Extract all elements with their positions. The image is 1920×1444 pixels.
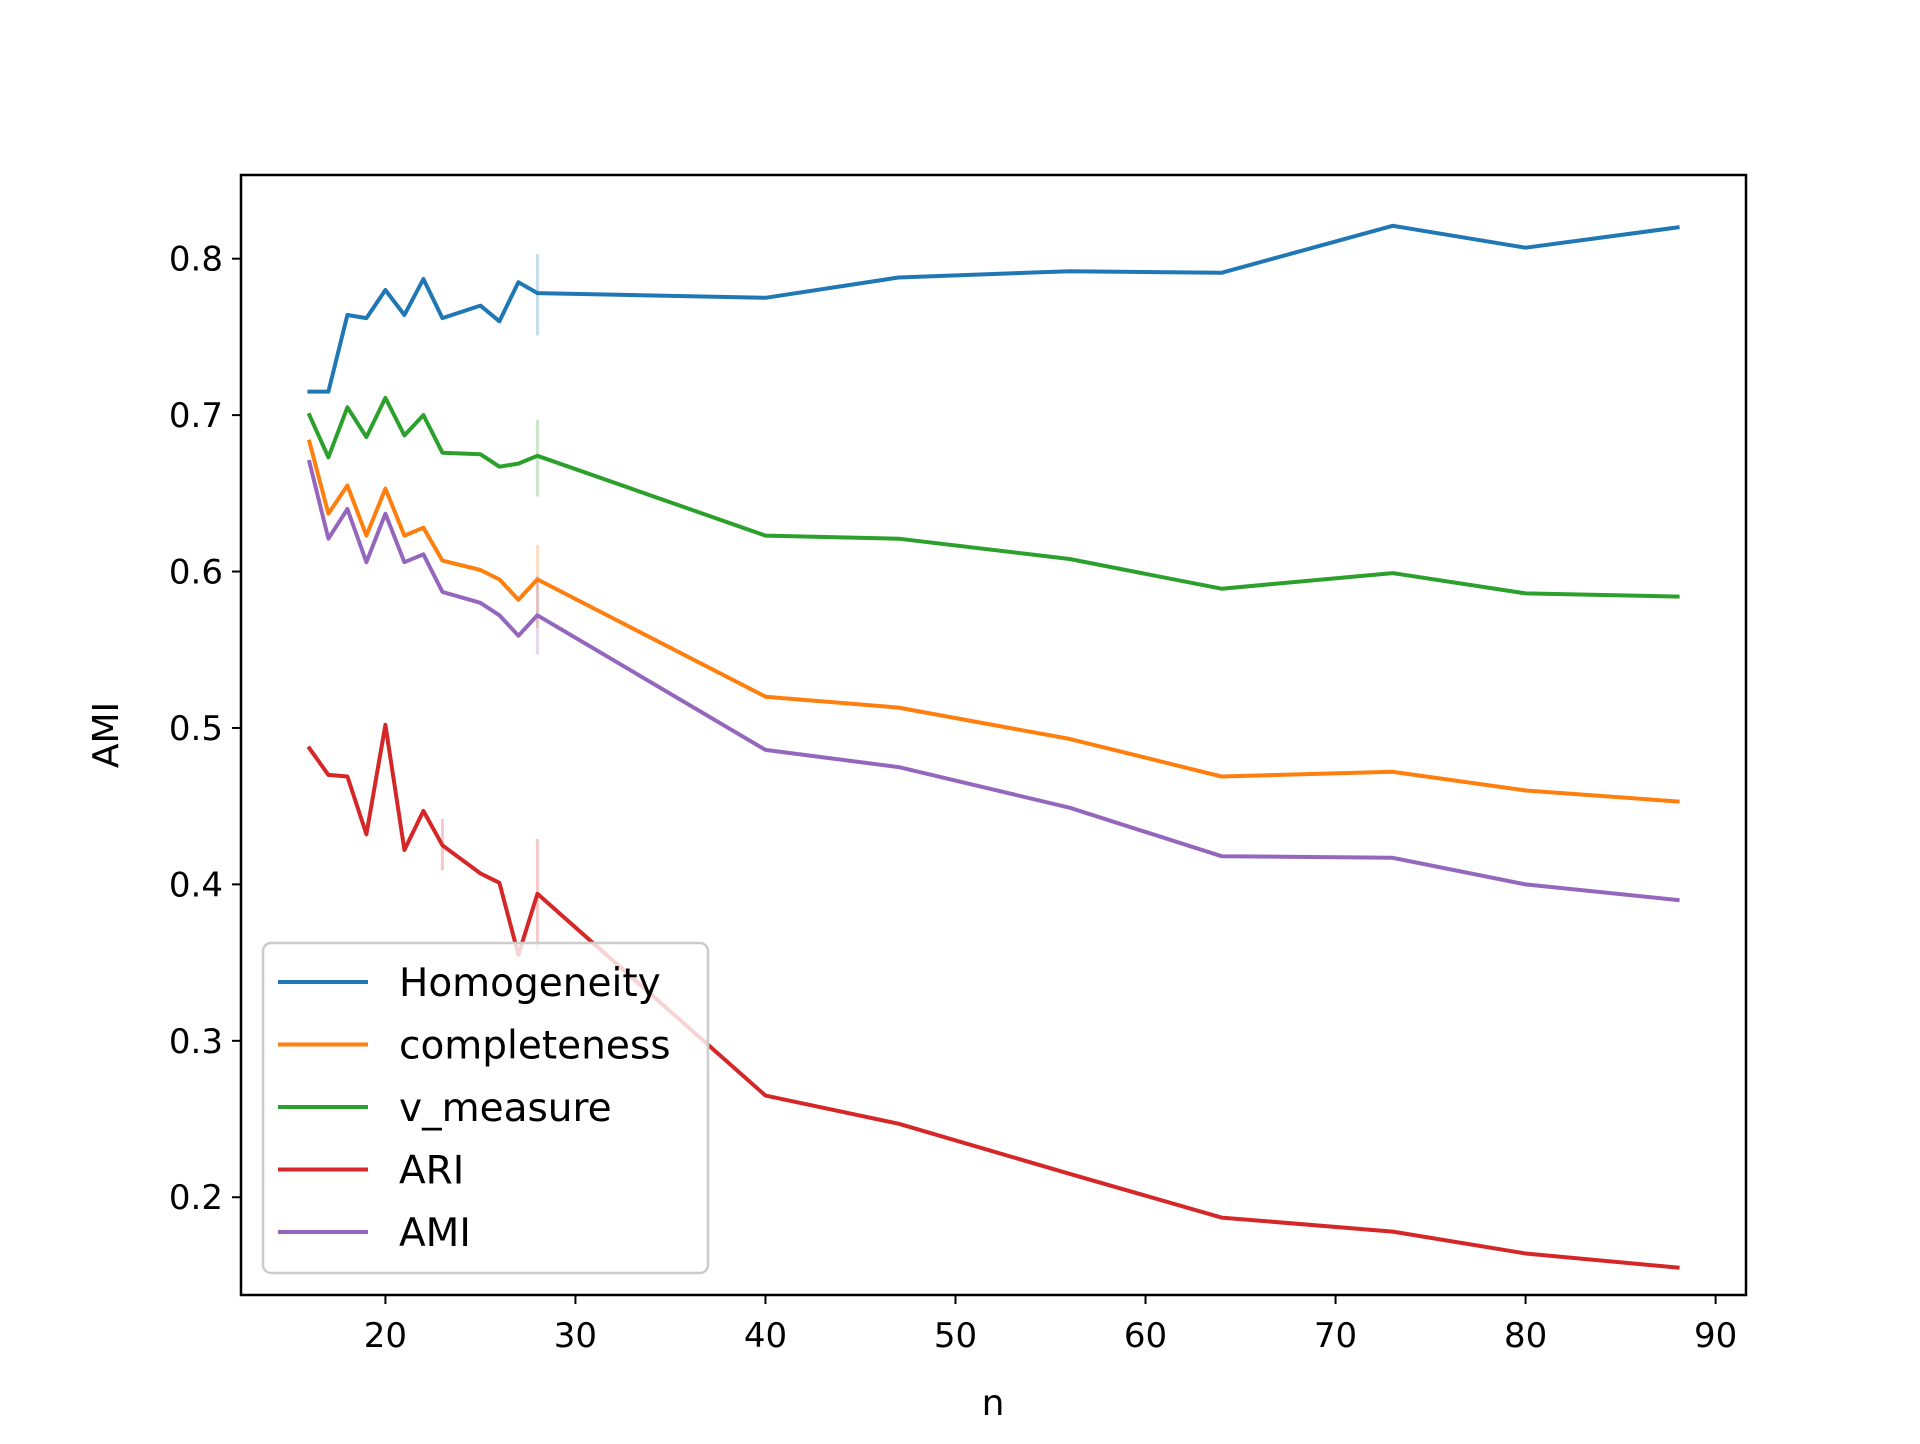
- legend-label: completeness: [399, 1024, 671, 1069]
- series-line-ami: [306, 459, 1680, 903]
- x-tick-label: 30: [554, 1316, 597, 1356]
- legend-label: ARI: [399, 1149, 464, 1194]
- y-tick-label: 0.2: [169, 1178, 223, 1218]
- legend-box: [261, 941, 710, 1275]
- x-axis-label: n: [982, 1383, 1005, 1424]
- legend-label: v_measure: [399, 1086, 612, 1131]
- legend-label: Homogeneity: [399, 961, 661, 1006]
- x-tick-label: 20: [364, 1316, 407, 1356]
- y-axis-label: AMI: [86, 702, 127, 768]
- y-axis-ticks: 0.2 0.3 0.4 0.5 0.6 0.7 0.8: [169, 240, 241, 1218]
- x-tick-label: 90: [1694, 1316, 1737, 1356]
- series-lines: [306, 223, 1680, 1270]
- series-line-completeness: [306, 439, 1680, 804]
- y-tick-label: 0.8: [169, 240, 223, 280]
- series-line-ari: [306, 722, 1680, 1270]
- x-tick-label: 70: [1314, 1316, 1357, 1356]
- x-tick-label: 50: [934, 1316, 977, 1356]
- y-tick-label: 0.7: [169, 396, 223, 436]
- x-tick-label: 80: [1504, 1316, 1547, 1356]
- plot-area-frame: [239, 173, 1748, 1297]
- series-line-v-measure: [306, 395, 1680, 599]
- legend: Homogeneity completeness v_measure ARI AMI: [261, 941, 710, 1275]
- x-tick-label: 40: [744, 1316, 787, 1356]
- legend-label: AMI: [399, 1211, 471, 1256]
- y-tick-label: 0.6: [169, 553, 223, 593]
- x-tick-label: 60: [1124, 1316, 1167, 1356]
- series-line-homogeneity: [307, 223, 1680, 394]
- x-axis-ticks: 20 30 40 50 60 70 80 90: [364, 1295, 1737, 1356]
- y-tick-label: 0.3: [169, 1022, 223, 1062]
- y-tick-label: 0.4: [169, 865, 223, 905]
- y-tick-label: 0.5: [169, 709, 223, 749]
